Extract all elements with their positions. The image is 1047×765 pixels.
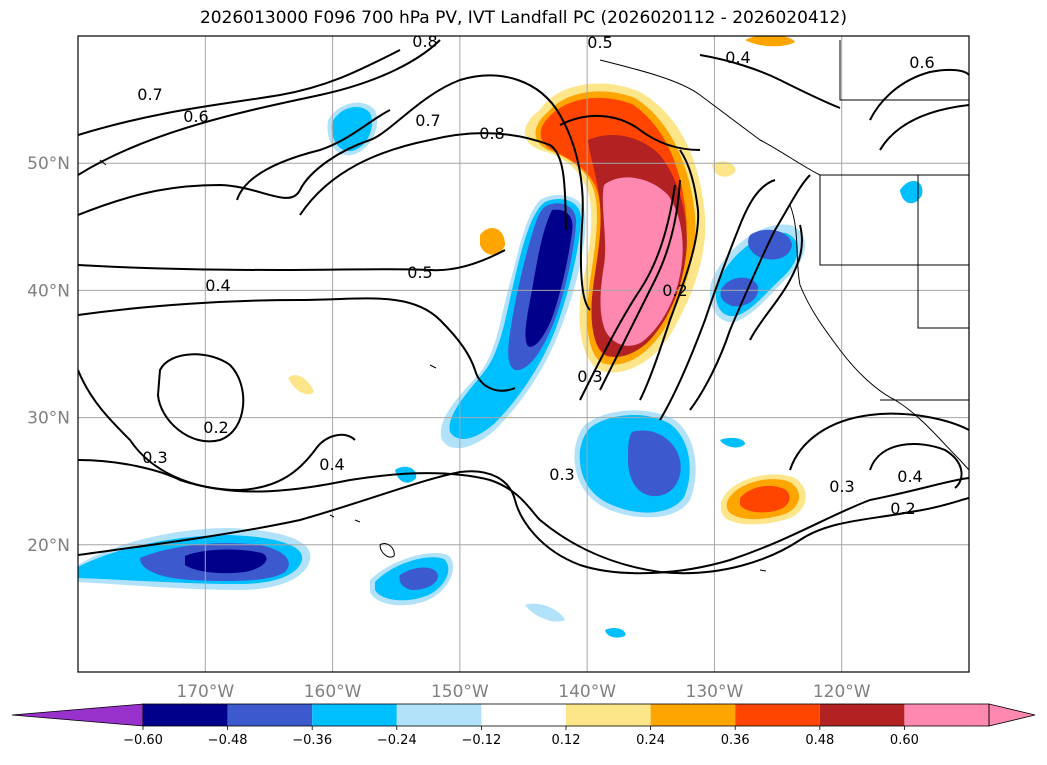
colorbar-segment <box>566 704 651 726</box>
colorbar-segment <box>143 704 228 726</box>
chart-title: 2026013000 F096 700 hPa PV, IVT Landfall… <box>199 8 847 28</box>
contour-label: 0.3 <box>549 465 574 484</box>
contour-label: 0.3 <box>829 477 854 496</box>
colorbar-tick-label: −0.60 <box>123 733 163 748</box>
lon-tick-label: 130°W <box>686 682 744 702</box>
colorbar-tick-label: 0.60 <box>890 733 919 748</box>
colorbar-segment <box>650 704 736 726</box>
map-grid <box>78 36 969 672</box>
colorbar-tick-label: 0.12 <box>552 733 581 748</box>
pv-contours <box>78 39 969 575</box>
contour-label: 0.8 <box>412 32 437 51</box>
negative-pc-subtropical-blob <box>574 410 696 518</box>
lon-tick-label: 160°W <box>304 682 362 702</box>
lon-tick-label: 140°W <box>558 682 616 702</box>
colorbar-tick-label: 0.48 <box>805 733 834 748</box>
lon-tick-label: 120°W <box>813 682 871 702</box>
contour-label: 0.6 <box>909 53 934 72</box>
colorbar-segment <box>819 704 905 726</box>
colorbar-tick-label: −0.48 <box>208 733 248 748</box>
contour-label: 0.5 <box>587 33 612 52</box>
latitude-tick-labels: 50°N 40°N 30°N 20°N <box>27 154 70 556</box>
contour-label: 0.4 <box>205 276 230 295</box>
map-area: 0.8 0.7 0.6 0.7 0.8 0.5 0.6 0.4 0.4 0.5 0.2 0.3 0.2 0… <box>78 32 969 672</box>
contour-label: 0.5 <box>407 263 432 282</box>
contour-label: 0.4 <box>897 467 922 486</box>
negative-pc-west-band <box>440 195 586 449</box>
colorbar: −0.60 −0.48 −0.36 −0.24 −0.12 0.12 0.24 0.36 0.4… <box>11 703 1036 748</box>
contour-label: 0.7 <box>415 111 440 130</box>
colorbar-segment <box>904 704 989 726</box>
colorbar-segment <box>227 704 313 726</box>
colorbar-segment <box>396 704 482 726</box>
colorbar-over-arrow <box>988 703 1036 727</box>
contour-label: 0.7 <box>137 85 162 104</box>
colorbar-tick-label: 0.36 <box>721 733 750 748</box>
contour-label: 0.2 <box>662 281 687 300</box>
contour-label: 0.3 <box>142 448 167 467</box>
contour-label: 0.3 <box>577 367 602 386</box>
colorbar-tick-label: −0.36 <box>292 733 332 748</box>
colorbar-tick-label: −0.24 <box>377 733 417 748</box>
map-frame <box>77 35 970 673</box>
colorbar-segment <box>312 704 397 726</box>
lat-tick-label: 40°N <box>27 281 70 301</box>
lat-tick-label: 50°N <box>27 154 70 174</box>
colorbar-tick-label: 0.24 <box>636 733 665 748</box>
contour-label: 0.4 <box>725 48 750 67</box>
longitude-tick-labels: 170°W 160°W 150°W 140°W 130°W 120°W <box>176 682 870 702</box>
contour-label: 0.6 <box>183 107 208 126</box>
positive-pc-landfall-plume <box>524 83 706 373</box>
contour-label: 0.8 <box>479 124 504 143</box>
positive-pc-subtropical-blob <box>288 36 806 525</box>
colorbar-segment <box>735 704 820 726</box>
colorbar-segment <box>481 704 566 726</box>
contour-label: 0.2 <box>203 418 228 437</box>
contour-label: 0.4 <box>319 455 344 474</box>
lon-tick-label: 150°W <box>431 682 489 702</box>
lon-tick-label: 170°W <box>176 682 234 702</box>
colorbar-under-arrow <box>11 703 144 727</box>
contour-label: 0.2 <box>890 499 915 518</box>
contour-labels: 0.8 0.7 0.6 0.7 0.8 0.5 0.6 0.4 0.4 0.5 0.2 0.3 0.2 0… <box>137 32 934 518</box>
negative-pc-hawaii-band <box>78 528 311 590</box>
lat-tick-label: 20°N <box>27 536 70 556</box>
colorbar-tick-label: −0.12 <box>461 733 501 748</box>
lat-tick-label: 30°N <box>27 409 70 429</box>
